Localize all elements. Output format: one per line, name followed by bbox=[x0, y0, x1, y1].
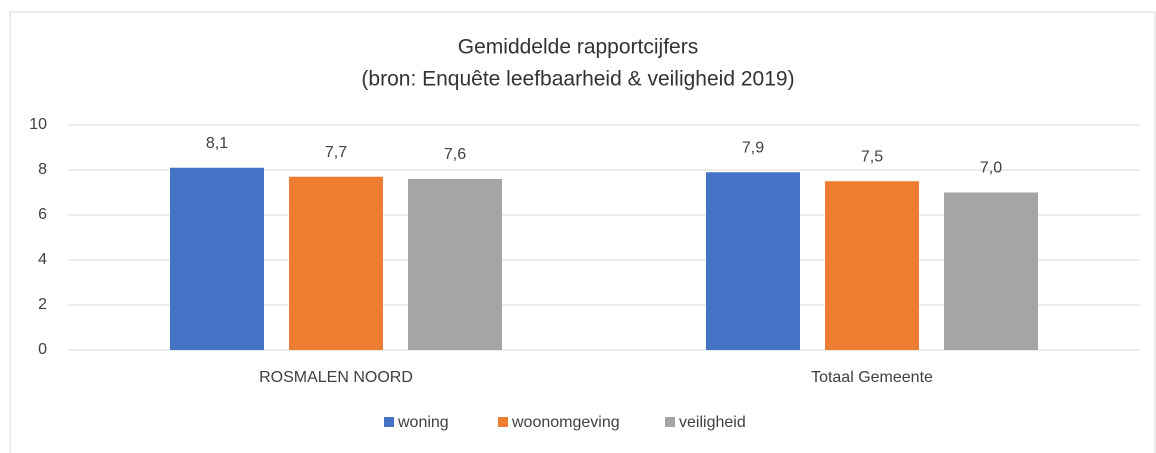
x-tick-label: Totaal Gemeente bbox=[811, 369, 933, 386]
chart-subtitle: (bron: Enquête leefbaarheid & veiligheid… bbox=[361, 68, 794, 91]
data-label: 8,1 bbox=[206, 135, 228, 152]
bar bbox=[944, 192, 1038, 350]
y-tick-label: 8 bbox=[38, 161, 47, 178]
y-tick-label: 2 bbox=[38, 296, 47, 313]
legend-label: woning bbox=[397, 414, 449, 431]
bar bbox=[825, 181, 919, 350]
bar bbox=[289, 176, 383, 350]
data-label: 7,0 bbox=[980, 160, 1002, 177]
data-label: 7,7 bbox=[325, 144, 347, 161]
x-tick-label: ROSMALEN NOORD bbox=[259, 369, 413, 386]
y-tick-label: 6 bbox=[38, 206, 47, 223]
bar bbox=[170, 167, 264, 350]
legend-label: woonomgeving bbox=[511, 414, 620, 431]
data-label: 7,6 bbox=[444, 146, 466, 163]
data-label: 7,9 bbox=[742, 139, 764, 156]
legend-swatch bbox=[498, 417, 508, 427]
legend-swatch bbox=[384, 417, 394, 427]
y-tick-label: 4 bbox=[38, 251, 47, 268]
data-label: 7,5 bbox=[861, 148, 883, 165]
chart-title: Gemiddelde rapportcijfers bbox=[458, 36, 698, 59]
legend-swatch bbox=[665, 417, 675, 427]
bar bbox=[408, 179, 502, 350]
y-tick-label: 10 bbox=[29, 116, 47, 133]
legend-label: veiligheid bbox=[679, 414, 746, 431]
chart-border bbox=[9, 11, 1156, 453]
bar bbox=[706, 172, 800, 350]
y-tick-label: 0 bbox=[38, 341, 47, 358]
